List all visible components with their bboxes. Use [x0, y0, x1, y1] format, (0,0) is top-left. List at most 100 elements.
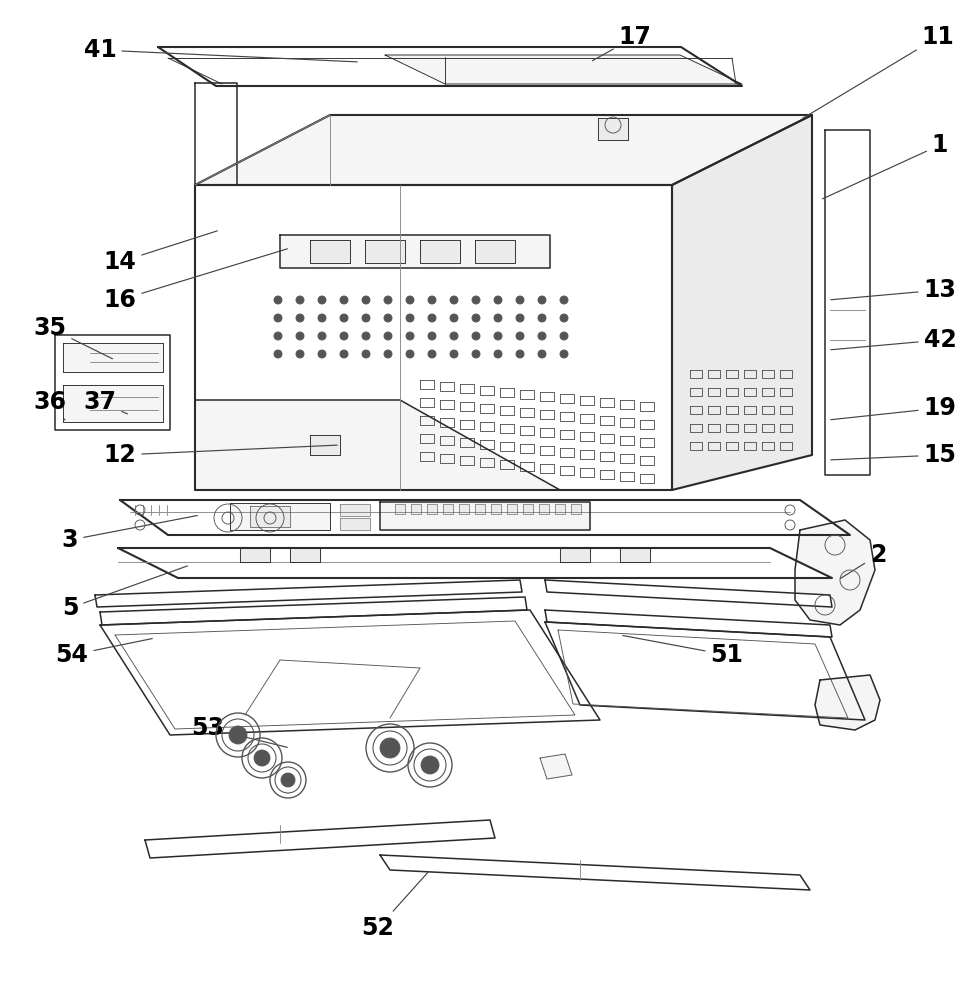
Text: 52: 52	[361, 872, 428, 940]
Polygon shape	[290, 548, 320, 562]
Polygon shape	[460, 438, 474, 447]
Circle shape	[428, 314, 436, 322]
Polygon shape	[640, 474, 654, 483]
Polygon shape	[440, 382, 454, 391]
Polygon shape	[475, 504, 485, 514]
Polygon shape	[385, 55, 742, 84]
Polygon shape	[459, 504, 469, 514]
Polygon shape	[580, 396, 594, 405]
Polygon shape	[520, 390, 534, 399]
Text: 17: 17	[592, 25, 651, 61]
Polygon shape	[395, 504, 405, 514]
Polygon shape	[500, 424, 514, 433]
Polygon shape	[744, 370, 756, 378]
Polygon shape	[600, 434, 614, 443]
Polygon shape	[762, 370, 774, 378]
Polygon shape	[672, 115, 812, 490]
Polygon shape	[708, 442, 720, 450]
Polygon shape	[815, 675, 880, 730]
Circle shape	[560, 296, 568, 304]
Circle shape	[340, 314, 348, 322]
Circle shape	[362, 350, 370, 358]
Polygon shape	[195, 83, 237, 185]
Circle shape	[406, 314, 414, 322]
Circle shape	[560, 314, 568, 322]
Polygon shape	[63, 385, 163, 422]
Polygon shape	[540, 392, 554, 401]
Polygon shape	[744, 424, 756, 432]
Polygon shape	[250, 506, 290, 527]
Circle shape	[281, 773, 295, 787]
Polygon shape	[420, 380, 434, 389]
Polygon shape	[690, 424, 702, 432]
Circle shape	[406, 296, 414, 304]
Polygon shape	[620, 472, 634, 481]
Polygon shape	[780, 406, 792, 414]
Polygon shape	[560, 412, 574, 421]
Circle shape	[472, 314, 480, 322]
Circle shape	[538, 350, 546, 358]
Circle shape	[384, 296, 392, 304]
Text: 5: 5	[62, 566, 187, 620]
Polygon shape	[620, 454, 634, 463]
Polygon shape	[460, 456, 474, 465]
Circle shape	[296, 332, 304, 340]
Polygon shape	[365, 240, 405, 263]
Polygon shape	[440, 436, 454, 445]
Text: 42: 42	[831, 328, 956, 352]
Text: 15: 15	[831, 443, 956, 467]
Polygon shape	[491, 504, 501, 514]
Text: 19: 19	[831, 396, 956, 420]
Polygon shape	[640, 402, 654, 411]
Polygon shape	[620, 548, 650, 562]
Polygon shape	[600, 398, 614, 407]
Polygon shape	[55, 335, 170, 430]
Polygon shape	[540, 754, 572, 779]
Text: 11: 11	[803, 25, 954, 119]
Polygon shape	[640, 420, 654, 429]
Text: 2: 2	[840, 543, 886, 579]
Polygon shape	[520, 408, 534, 417]
Polygon shape	[620, 400, 634, 409]
Circle shape	[362, 332, 370, 340]
Circle shape	[384, 332, 392, 340]
Polygon shape	[480, 404, 494, 413]
Polygon shape	[195, 400, 560, 490]
Circle shape	[318, 296, 326, 304]
Polygon shape	[500, 388, 514, 397]
Polygon shape	[120, 500, 850, 535]
Polygon shape	[480, 440, 494, 449]
Polygon shape	[523, 504, 533, 514]
Polygon shape	[690, 388, 702, 396]
Circle shape	[318, 314, 326, 322]
Circle shape	[516, 296, 524, 304]
Circle shape	[406, 350, 414, 358]
Circle shape	[274, 296, 282, 304]
Polygon shape	[762, 406, 774, 414]
Polygon shape	[539, 504, 549, 514]
Polygon shape	[708, 388, 720, 396]
Polygon shape	[560, 394, 574, 403]
Polygon shape	[540, 410, 554, 419]
Circle shape	[296, 314, 304, 322]
Circle shape	[362, 314, 370, 322]
Polygon shape	[440, 418, 454, 427]
Polygon shape	[460, 420, 474, 429]
Polygon shape	[520, 426, 534, 435]
Polygon shape	[580, 414, 594, 423]
Polygon shape	[443, 504, 453, 514]
Polygon shape	[762, 424, 774, 432]
Circle shape	[318, 350, 326, 358]
Polygon shape	[540, 446, 554, 455]
Polygon shape	[420, 416, 434, 425]
Circle shape	[450, 350, 458, 358]
Text: 16: 16	[103, 249, 287, 312]
Polygon shape	[795, 520, 875, 625]
Circle shape	[428, 350, 436, 358]
Circle shape	[516, 350, 524, 358]
Polygon shape	[780, 442, 792, 450]
Polygon shape	[690, 370, 702, 378]
Polygon shape	[420, 240, 460, 263]
Circle shape	[538, 314, 546, 322]
Circle shape	[296, 296, 304, 304]
